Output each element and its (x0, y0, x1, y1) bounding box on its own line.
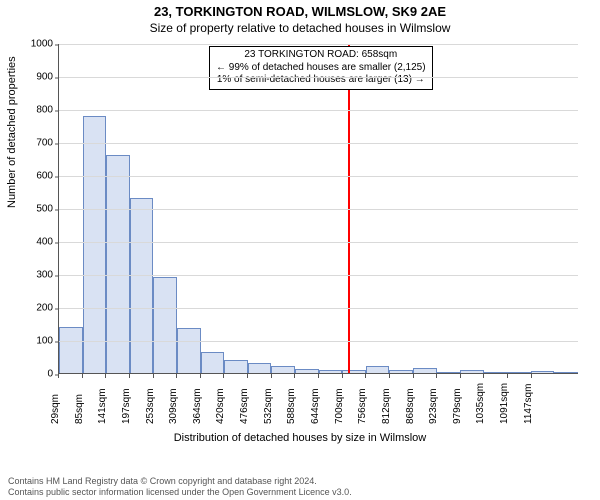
gridline (59, 176, 578, 177)
y-tick-label: 500 (36, 204, 59, 215)
y-tick-label: 1000 (31, 39, 59, 50)
x-tick-mark (294, 374, 295, 378)
x-tick-mark (200, 374, 201, 378)
y-tick-label: 800 (36, 105, 59, 116)
bar (460, 370, 484, 373)
footer-attribution: Contains HM Land Registry data © Crown c… (8, 476, 352, 498)
bar (319, 370, 343, 373)
y-tick-label: 300 (36, 270, 59, 281)
x-tick-label: 868sqm (405, 388, 416, 424)
y-tick-label: 600 (36, 171, 59, 182)
x-tick-label: 420sqm (215, 388, 226, 424)
annotation-line-1: 23 TORKINGTON ROAD: 658sqm (216, 49, 426, 62)
bar (437, 372, 461, 373)
x-tick-mark (507, 374, 508, 378)
chart-container: Number of detached properties 23 TORKING… (0, 38, 600, 448)
bar (224, 360, 248, 373)
bar (389, 370, 413, 373)
bar (248, 363, 272, 373)
x-axis-ticks: 29sqm85sqm141sqm197sqm253sqm309sqm364sqm… (58, 374, 578, 434)
gridline (59, 44, 578, 45)
gridline (59, 209, 578, 210)
x-tick-mark (436, 374, 437, 378)
footer-line-1: Contains HM Land Registry data © Crown c… (8, 476, 352, 487)
plot-area: 23 TORKINGTON ROAD: 658sqm ← 99% of deta… (58, 44, 578, 374)
x-tick-label: 923sqm (428, 388, 439, 424)
x-tick-label: 644sqm (310, 388, 321, 424)
page-title: 23, TORKINGTON ROAD, WILMSLOW, SK9 2AE (0, 0, 600, 19)
x-tick-mark (58, 374, 59, 378)
bar (531, 371, 555, 373)
bar (153, 277, 177, 373)
x-tick-mark (483, 374, 484, 378)
y-tick-label: 200 (36, 303, 59, 314)
bar (366, 366, 390, 373)
gridline (59, 242, 578, 243)
bar (130, 198, 154, 373)
x-tick-label: 1035sqm (475, 383, 486, 424)
bar (342, 370, 366, 373)
x-tick-mark (413, 374, 414, 378)
x-tick-mark (342, 374, 343, 378)
x-tick-mark (365, 374, 366, 378)
x-tick-label: 85sqm (74, 394, 85, 424)
x-tick-mark (105, 374, 106, 378)
bar (413, 368, 437, 373)
x-tick-label: 700sqm (334, 388, 345, 424)
x-tick-mark (531, 374, 532, 378)
bar (83, 116, 107, 373)
x-tick-label: 1147sqm (523, 384, 534, 424)
annotation-line-2: ← 99% of detached houses are smaller (2,… (216, 62, 426, 75)
x-tick-label: 756sqm (357, 388, 368, 424)
x-tick-label: 979sqm (452, 388, 463, 424)
bar (507, 372, 531, 373)
x-tick-label: 197sqm (121, 388, 132, 424)
x-tick-mark (129, 374, 130, 378)
bar (295, 369, 319, 373)
y-tick-label: 900 (36, 72, 59, 83)
x-tick-mark (271, 374, 272, 378)
gridline (59, 275, 578, 276)
gridline (59, 308, 578, 309)
annotation-box: 23 TORKINGTON ROAD: 658sqm ← 99% of deta… (209, 46, 433, 90)
x-tick-mark (176, 374, 177, 378)
bar (484, 372, 508, 373)
bar (59, 327, 83, 373)
y-tick-label: 100 (36, 336, 59, 347)
y-axis-label: Number of detached properties (6, 56, 18, 208)
x-tick-label: 364sqm (192, 388, 203, 424)
footer-line-2: Contains public sector information licen… (8, 487, 352, 498)
x-tick-label: 588sqm (286, 388, 297, 424)
gridline (59, 110, 578, 111)
x-tick-mark (223, 374, 224, 378)
annotation-line-3: 1% of semi-detached houses are larger (1… (216, 74, 426, 87)
x-tick-mark (82, 374, 83, 378)
x-tick-mark (460, 374, 461, 378)
x-tick-mark (247, 374, 248, 378)
bar (554, 372, 578, 373)
x-tick-label: 253sqm (145, 388, 156, 424)
y-tick-label: 700 (36, 138, 59, 149)
y-tick-label: 400 (36, 237, 59, 248)
x-tick-label: 476sqm (239, 388, 250, 424)
x-tick-mark (153, 374, 154, 378)
bar (177, 328, 201, 373)
x-tick-mark (389, 374, 390, 378)
x-tick-label: 532sqm (263, 388, 274, 424)
x-tick-mark (318, 374, 319, 378)
x-tick-label: 309sqm (168, 388, 179, 424)
x-tick-label: 29sqm (50, 394, 61, 424)
x-tick-label: 141sqm (97, 388, 108, 424)
x-axis-label: Distribution of detached houses by size … (0, 432, 600, 444)
page-subtitle: Size of property relative to detached ho… (0, 19, 600, 37)
x-tick-label: 812sqm (381, 388, 392, 424)
gridline (59, 77, 578, 78)
bar (271, 366, 295, 373)
bar (201, 352, 225, 373)
x-tick-label: 1091sqm (499, 383, 510, 424)
gridline (59, 341, 578, 342)
gridline (59, 143, 578, 144)
